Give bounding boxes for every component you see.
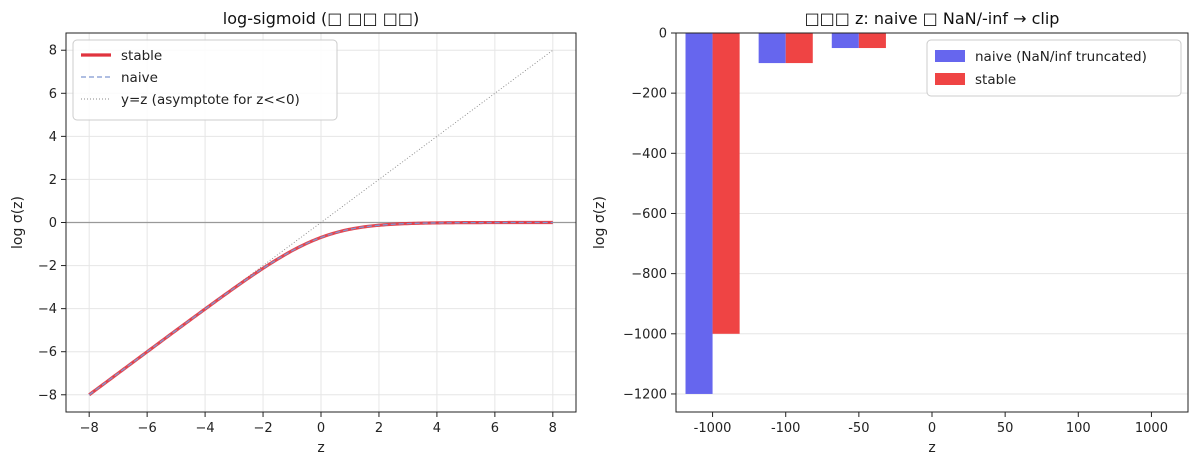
right-bars (685, 33, 960, 394)
left-x-tick-label: −4 (196, 421, 215, 436)
left-y-tick-label: 4 (49, 130, 57, 145)
right-x-axis-label: z (928, 440, 935, 456)
left-ticks: −8 −6 −4 −2 0 2 4 6 8 −8 −6 −4 −2 0 2 4 6 8 (38, 44, 557, 436)
right-y-tick-label: −800 (631, 267, 667, 282)
right-x-tick-label: 100 (1066, 421, 1091, 436)
left-x-tick-label: 0 (317, 421, 325, 436)
left-y-tick-label: −4 (38, 302, 57, 317)
right-bar-stable (712, 33, 740, 334)
right-legend-swatch (935, 73, 965, 85)
right-y-tick-label: −200 (631, 87, 667, 102)
left-series-line-dashed (88, 221, 553, 396)
left-y-tick-label: 0 (49, 216, 57, 231)
right-legend-box (926, 39, 1182, 97)
left-x-tick-label: −8 (80, 421, 99, 436)
right-legend-label: stable (975, 72, 1016, 88)
right-legend-swatch (935, 50, 965, 62)
right-bar-stable (858, 33, 886, 49)
left-x-tick-label: −2 (253, 421, 272, 436)
right-ticks: 0 −200 −400 −600 −800 −1000 −1200 -1000 -100 -50 0… (623, 27, 1168, 437)
left-legend-label: stable (121, 48, 162, 64)
left-x-tick-label: 6 (491, 421, 499, 436)
left-legend-label: y=z (asymptote for z<<0) (121, 92, 300, 108)
left-legend: stable naive y=z (asymptote for z<<0) (72, 39, 338, 121)
left-y-tick-label: 6 (49, 87, 57, 102)
left-x-axis-label: z (317, 440, 324, 456)
right-x-tick-label: -100 (771, 421, 801, 436)
right-x-tick-label: -1000 (694, 421, 732, 436)
left-x-tick-label: −6 (138, 421, 157, 436)
left-chart-title: log-sigmoid (□ □□ □□) (223, 9, 419, 28)
right-y-tick-label: −1200 (623, 387, 667, 402)
right-y-axis-label: log σ(z) (592, 196, 608, 249)
right-chart: 0 −200 −400 −600 −800 −1000 −1200 -1000 -100 -50 0… (592, 9, 1189, 456)
right-legend: naive (NaN/inf truncated) stable (926, 39, 1182, 97)
left-legend-box (72, 39, 338, 121)
left-y-tick-label: −8 (38, 388, 57, 403)
right-y-tick-label: −400 (631, 147, 667, 162)
left-y-tick-label: 2 (49, 173, 57, 188)
left-x-tick-label: 8 (549, 421, 557, 436)
right-bar-naive (685, 33, 713, 394)
right-legend-label: naive (NaN/inf truncated) (975, 49, 1147, 65)
right-bar-naive (831, 33, 859, 49)
left-legend-label: naive (121, 70, 158, 86)
right-x-tick-label: 0 (928, 421, 936, 436)
left-series (88, 49, 554, 397)
left-x-tick-label: 4 (433, 421, 441, 436)
right-chart-title: □□□ z: naive □ NaN/-inf → clip (805, 9, 1060, 28)
right-y-tick-label: −600 (631, 207, 667, 222)
left-y-axis-label: log σ(z) (10, 196, 26, 249)
left-y-tick-label: 8 (49, 44, 57, 59)
left-y-tick-label: −2 (38, 259, 57, 274)
right-x-tick-label: 1000 (1135, 421, 1168, 436)
right-x-tick-label: 50 (997, 421, 1014, 436)
right-y-tick-label: −1000 (623, 327, 667, 342)
right-y-tick-label: 0 (659, 27, 667, 42)
right-x-tick-label: -50 (848, 421, 869, 436)
right-bar-stable (785, 33, 813, 64)
left-x-tick-label: 2 (375, 421, 383, 436)
left-y-tick-label: −6 (38, 345, 57, 360)
left-chart: −8 −6 −4 −2 0 2 4 6 8 −8 −6 −4 −2 0 2 4 6 8 log-sigmoid (… (10, 9, 577, 456)
right-bar-naive (758, 33, 786, 64)
